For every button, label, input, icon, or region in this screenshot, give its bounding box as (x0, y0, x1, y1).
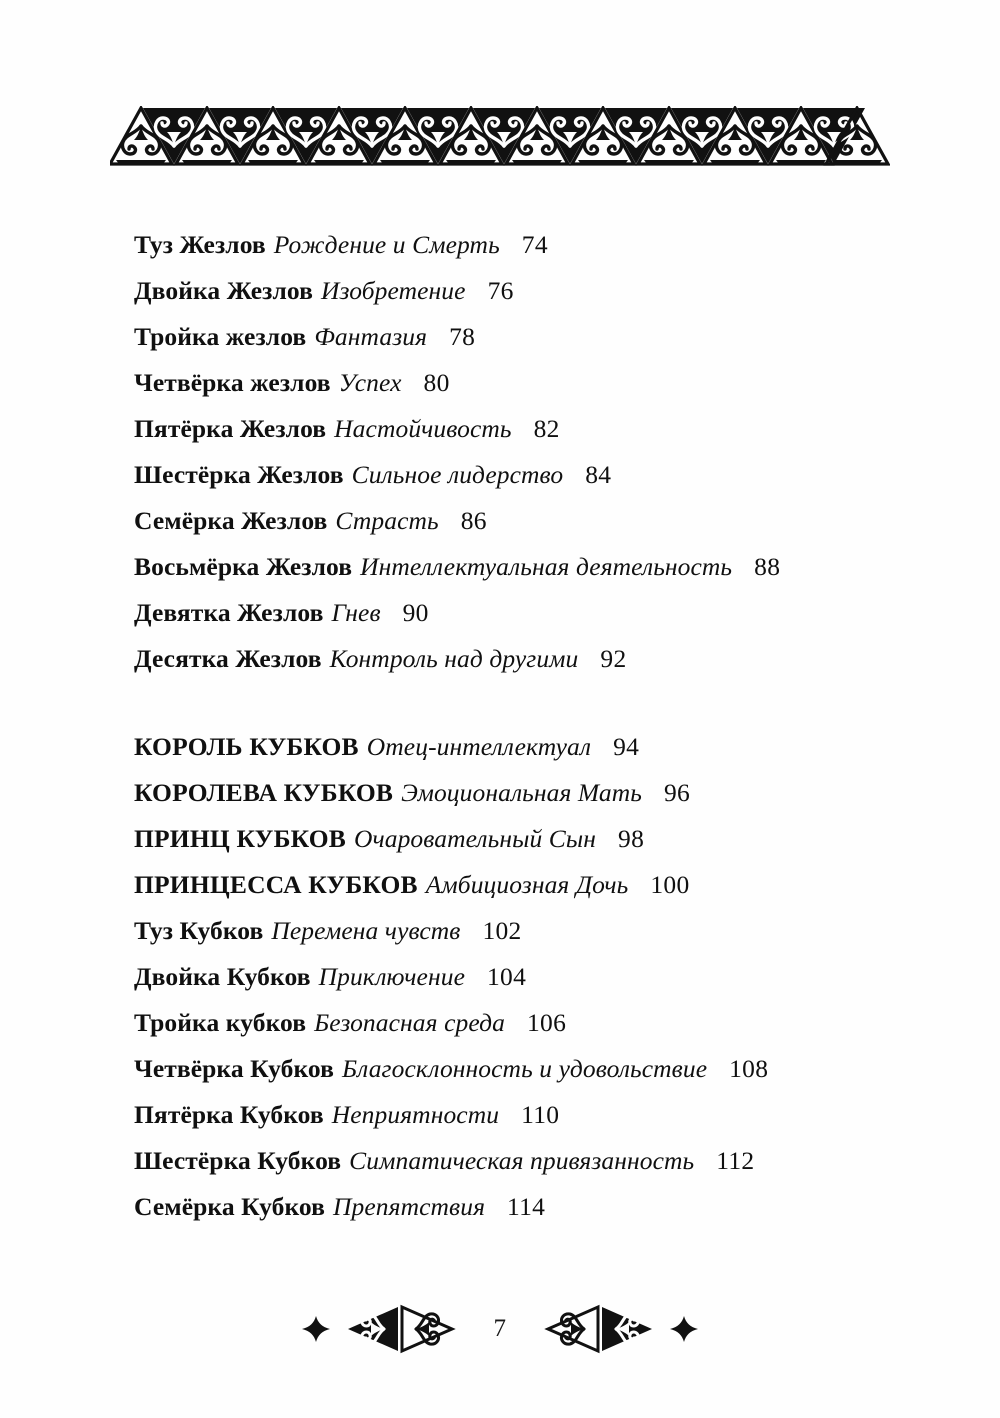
toc-entry[interactable]: Десятка Жезлов Контроль над другими 92 (134, 636, 914, 682)
toc-entry-subtitle: Безопасная среда (314, 1008, 505, 1037)
toc-entry-title: Туз Жезлов (134, 230, 266, 259)
toc-entry[interactable]: Двойка Жезлов Изобретение 76 (134, 268, 914, 314)
toc-entry-page-number: 82 (533, 414, 560, 443)
toc-entry-page-number: 80 (423, 368, 450, 397)
footer-page-number: 7 (493, 1315, 507, 1342)
toc-entry[interactable]: Девятка Жезлов Гнев 90 (134, 590, 914, 636)
toc-entry-page-number: 102 (482, 916, 522, 945)
toc-entry-subtitle: Приключение (318, 962, 465, 991)
toc-entry-page-number: 86 (460, 506, 487, 535)
toc-entry-subtitle: Эмоциональная Мать (401, 778, 642, 807)
toc-entry[interactable]: Шестёрка Кубков Симпатическая привязаннос… (134, 1138, 914, 1184)
toc-entry[interactable]: Двойка Кубков Приключение 104 (134, 954, 914, 1000)
toc-entry-title: Тройка жезлов (134, 322, 307, 351)
toc-entry-page-number: 84 (585, 460, 612, 489)
toc-entry-subtitle: Контроль над другими (329, 644, 579, 673)
toc-entry-title: Пятёрка Кубков (134, 1100, 324, 1129)
toc-entry-subtitle: Страсть (335, 506, 439, 535)
toc-entry-subtitle: Фантазия (314, 322, 428, 351)
toc-entry[interactable]: Тройка жезлов Фантазия 78 (134, 314, 914, 360)
toc-entry-page-number: 92 (600, 644, 627, 673)
toc-entry[interactable]: Четвёрка жезлов Успех 80 (134, 360, 914, 406)
toc-entry-page-number: 94 (613, 732, 640, 761)
toc-entry-title: Шестёрка Жезлов (134, 460, 344, 489)
footer-ornament-left (292, 1303, 462, 1355)
footer-ornament-right (538, 1303, 708, 1355)
toc-group-cups: КОРОЛЬ КУБКОВ Отец-интеллектуал 94 КОРОЛЕВА… (134, 724, 914, 1230)
toc-entry[interactable]: Семёрка Жезлов Страсть 86 (134, 498, 914, 544)
toc-entry[interactable]: Четвёрка Кубков Благосклонность и удоволь… (134, 1046, 914, 1092)
toc-entry-title: Девятка Жезлов (134, 598, 324, 627)
toc-entry-title: Двойка Кубков (134, 962, 311, 991)
toc-entry-title: Четвёрка жезлов (134, 368, 331, 397)
header-ornament-band (110, 106, 890, 168)
toc-entry-title: КОРОЛЕВА КУБКОВ (134, 778, 394, 807)
toc-entry-page-number: 112 (716, 1146, 755, 1175)
toc-entry-subtitle: Отец-интеллектуал (366, 732, 592, 761)
toc-entry-subtitle: Благосклонность и удовольствие (342, 1054, 708, 1083)
toc-entry-page-number: 74 (521, 230, 548, 259)
toc-entry[interactable]: Тройка кубков Безопасная среда 106 (134, 1000, 914, 1046)
toc-entry-title: Четвёрка Кубков (134, 1054, 335, 1083)
toc-entry-title: Пятёрка Жезлов (134, 414, 327, 443)
toc-entry[interactable]: ПРИНЦЕССА КУБКОВ Амбициозная Дочь 100 (134, 862, 914, 908)
toc-entry-page-number: 90 (402, 598, 429, 627)
toc-entry-page-number: 110 (521, 1100, 560, 1129)
toc-entry-subtitle: Сильное лидерство (351, 460, 564, 489)
toc-entry-title: ПРИНЦ КУБКОВ (134, 824, 346, 853)
toc-entry[interactable]: Восьмёрка Жезлов Интеллектуальная деятель… (134, 544, 914, 590)
toc-entry[interactable]: Шестёрка Жезлов Сильное лидерство 84 (134, 452, 914, 498)
toc-entry-subtitle: Неприятности (331, 1100, 500, 1129)
toc-entry-title: КОРОЛЬ КУБКОВ (134, 732, 359, 761)
toc-entry-subtitle: Симпатическая привязанность (349, 1146, 695, 1175)
toc-entry-title: Десятка Жезлов (134, 644, 322, 673)
toc-entry-page-number: 106 (526, 1008, 567, 1037)
toc-group-wands: Туз Жезлов Рождение и Смерть 74 Двойка Жезл… (134, 222, 914, 682)
toc-entry-page-number: 88 (754, 552, 781, 581)
toc-entry-title: Семёрка Жезлов (134, 506, 328, 535)
toc-entry-page-number: 98 (618, 824, 645, 853)
toc-entry-title: Двойка Жезлов (134, 276, 313, 305)
toc-entry[interactable]: Туз Кубков Перемена чувств 102 (134, 908, 914, 954)
toc-entry-subtitle: Изобретение (321, 276, 466, 305)
table-of-contents: Туз Жезлов Рождение и Смерть 74 Двойка Жезл… (134, 222, 914, 1230)
toc-entry[interactable]: ПРИНЦ КУБКОВ Очаровательный Сын 98 (134, 816, 914, 862)
toc-entry-title: Восьмёрка Жезлов (134, 552, 353, 581)
toc-entry[interactable]: Семёрка Кубков Препятствия 114 (134, 1184, 914, 1230)
toc-entry-title: Шестёрка Кубков (134, 1146, 342, 1175)
toc-entry-title: Тройка кубков (134, 1008, 307, 1037)
toc-entry-page-number: 96 (663, 778, 691, 807)
toc-entry-page-number: 108 (729, 1054, 769, 1083)
toc-entry-subtitle: Амбициозная Дочь (425, 870, 629, 899)
toc-entry[interactable]: Пятёрка Жезлов Настойчивость 82 (134, 406, 914, 452)
toc-entry-title: ПРИНЦЕССА КУБКОВ (134, 870, 418, 899)
toc-entry-subtitle: Гнев (331, 598, 381, 627)
toc-entry-subtitle: Перемена чувств (271, 916, 461, 945)
toc-entry[interactable]: Туз Жезлов Рождение и Смерть 74 (134, 222, 914, 268)
toc-entry-subtitle: Очаровательный Сын (353, 824, 597, 853)
page-footer: 7 (0, 1296, 1000, 1362)
toc-entry-page-number: 114 (507, 1192, 546, 1221)
toc-entry-subtitle: Успех (338, 368, 402, 397)
toc-entry-title: Туз Кубков (134, 916, 264, 945)
toc-entry-page-number: 100 (650, 870, 690, 899)
toc-entry-page-number: 78 (449, 322, 476, 351)
toc-entry-subtitle: Интеллектуальная деятельность (360, 552, 733, 581)
toc-entry-page-number: 104 (487, 962, 527, 991)
toc-entry-page-number: 76 (487, 276, 514, 305)
toc-entry-subtitle: Настойчивость (334, 414, 512, 443)
toc-entry[interactable]: КОРОЛЕВА КУБКОВ Эмоциональная Мать 96 (134, 770, 914, 816)
toc-entry-title: Семёрка Кубков (134, 1192, 326, 1221)
toc-entry[interactable]: Пятёрка Кубков Неприятности 110 (134, 1092, 914, 1138)
toc-entry-subtitle: Препятствия (333, 1192, 486, 1221)
toc-entry-subtitle: Рождение и Смерть (273, 230, 500, 259)
toc-entry[interactable]: КОРОЛЬ КУБКОВ Отец-интеллектуал 94 (134, 724, 914, 770)
